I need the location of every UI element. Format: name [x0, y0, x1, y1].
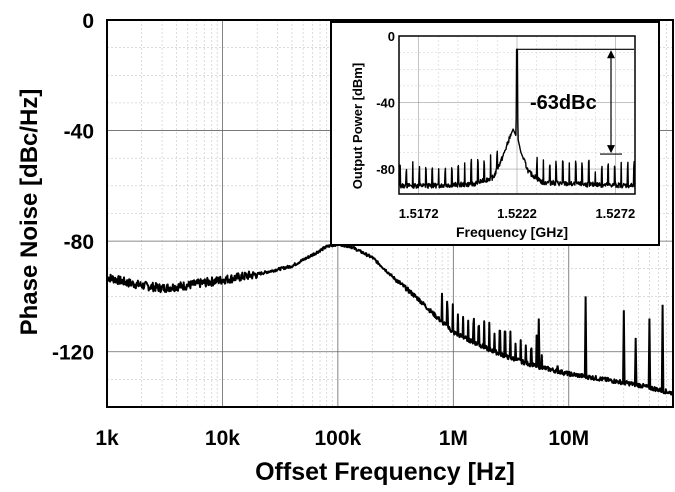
y-tick-label: -40 — [64, 121, 94, 144]
inset-chart: 1.5172 1.5222 1.5272 0 -40 -80 -63dBc Frequen… — [330, 21, 660, 246]
inset-annotation: -63dBc — [517, 48, 634, 155]
spur-mark — [555, 365, 560, 372]
x-tick-label: 100k — [315, 427, 362, 450]
inset-x-tick-label: 1.5222 — [497, 206, 537, 221]
inset-y-tick-label: -40 — [376, 96, 395, 111]
spur-mark — [660, 304, 665, 391]
y-tick-label: -80 — [64, 231, 94, 254]
dbc-arrow-head-top — [607, 50, 615, 59]
inset-y-axis-title: Output Power [dBm] — [350, 63, 365, 189]
spur-mark — [537, 318, 541, 367]
inset-tick-labels: 1.5172 1.5222 1.5272 0 -40 -80 — [376, 29, 635, 221]
inset-x-tick-label: 1.5272 — [595, 206, 635, 221]
y-tick-label: -120 — [52, 342, 94, 365]
y-axis-title: Phase Noise [dBc/Hz] — [16, 89, 43, 336]
x-tick-label: 10k — [205, 427, 240, 450]
inset-x-axis-title: Frequency [GHz] — [456, 224, 568, 240]
spur-mark — [633, 337, 638, 385]
x-tick-label: 1M — [439, 427, 468, 450]
inset-box — [330, 21, 660, 246]
x-tick-label: 10M — [548, 427, 589, 450]
inset-x-tick-label: 1.5172 — [399, 206, 439, 221]
y-tick-label: 0 — [82, 10, 94, 33]
dbc-annotation-label: -63dBc — [530, 92, 597, 114]
main-series — [106, 241, 674, 397]
inset-y-tick-label: -80 — [376, 162, 395, 177]
phase-noise-trace — [106, 241, 674, 397]
main-plot-frame — [106, 19, 674, 408]
x-axis-title: Offset Frequency [Hz] — [255, 458, 515, 486]
inset-plot-frame — [398, 35, 636, 195]
spur-mark — [647, 318, 652, 388]
spur-mark — [622, 310, 626, 383]
spur-mark — [583, 296, 588, 377]
dbc-arrow-head-bottom — [607, 145, 615, 154]
inset-y-tick-label: 0 — [388, 29, 395, 44]
main-tick-labels: 1k 10k 100k 1M 10M 0 -40 -80 -120 — [52, 10, 589, 450]
x-tick-label: 1k — [95, 427, 119, 450]
